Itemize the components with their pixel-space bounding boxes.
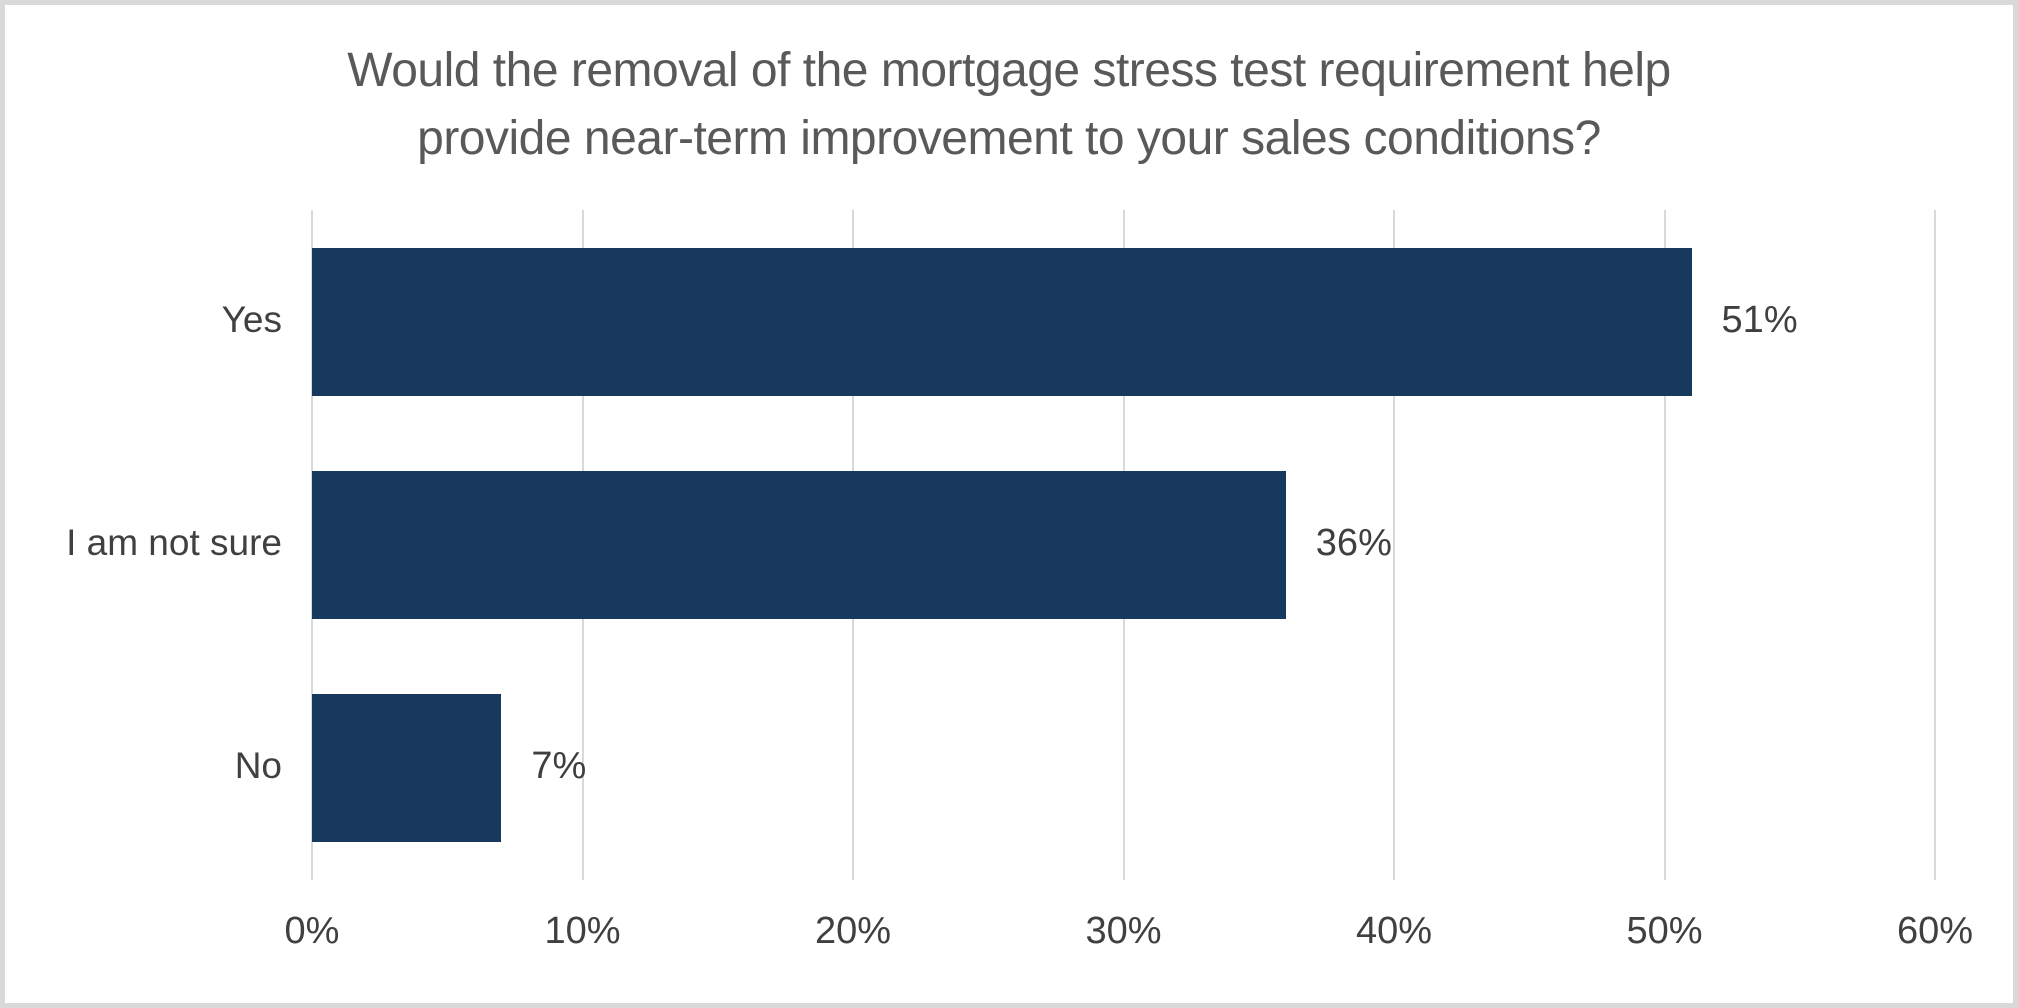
x-axis-tick-label: 50% [1626,910,1703,952]
category-label-i-am-not-sure: I am not sure [66,522,282,563]
x-axis-tick-label: 60% [1896,910,1974,952]
x-axis-tick-label: 40% [1355,910,1433,952]
chart-title: Would the removal of the mortgage stress… [5,37,2013,173]
value-label-i-am-not-sure: 36% [1315,522,1392,564]
value-label-yes: 51% [1721,298,1798,341]
x-axis-tick-label: 10% [544,910,621,952]
chart-title-line2: provide near-term improvement to your sa… [417,112,1601,165]
plot-area: 0% 10% 20% 30% 40% 50% 60% Yes 51% I am not sure 3… [5,5,2013,1003]
x-axis-tick-label: 20% [814,910,892,952]
value-label-no: 7% [531,745,587,788]
chart-title-line1: Would the removal of the mortgage stress… [347,44,1671,97]
bar-no [312,694,502,843]
vertical-gridline [1663,210,1666,880]
bar-yes [312,247,1692,396]
bar-i-am-not-sure [312,471,1286,619]
category-label-no: No [234,745,282,787]
vertical-gridline [1393,210,1395,880]
x-axis-tick-label: 30% [1085,910,1162,952]
vertical-gridline [1934,210,1936,880]
category-label-yes: Yes [221,298,282,340]
x-axis-tick-label: 0% [284,910,340,952]
